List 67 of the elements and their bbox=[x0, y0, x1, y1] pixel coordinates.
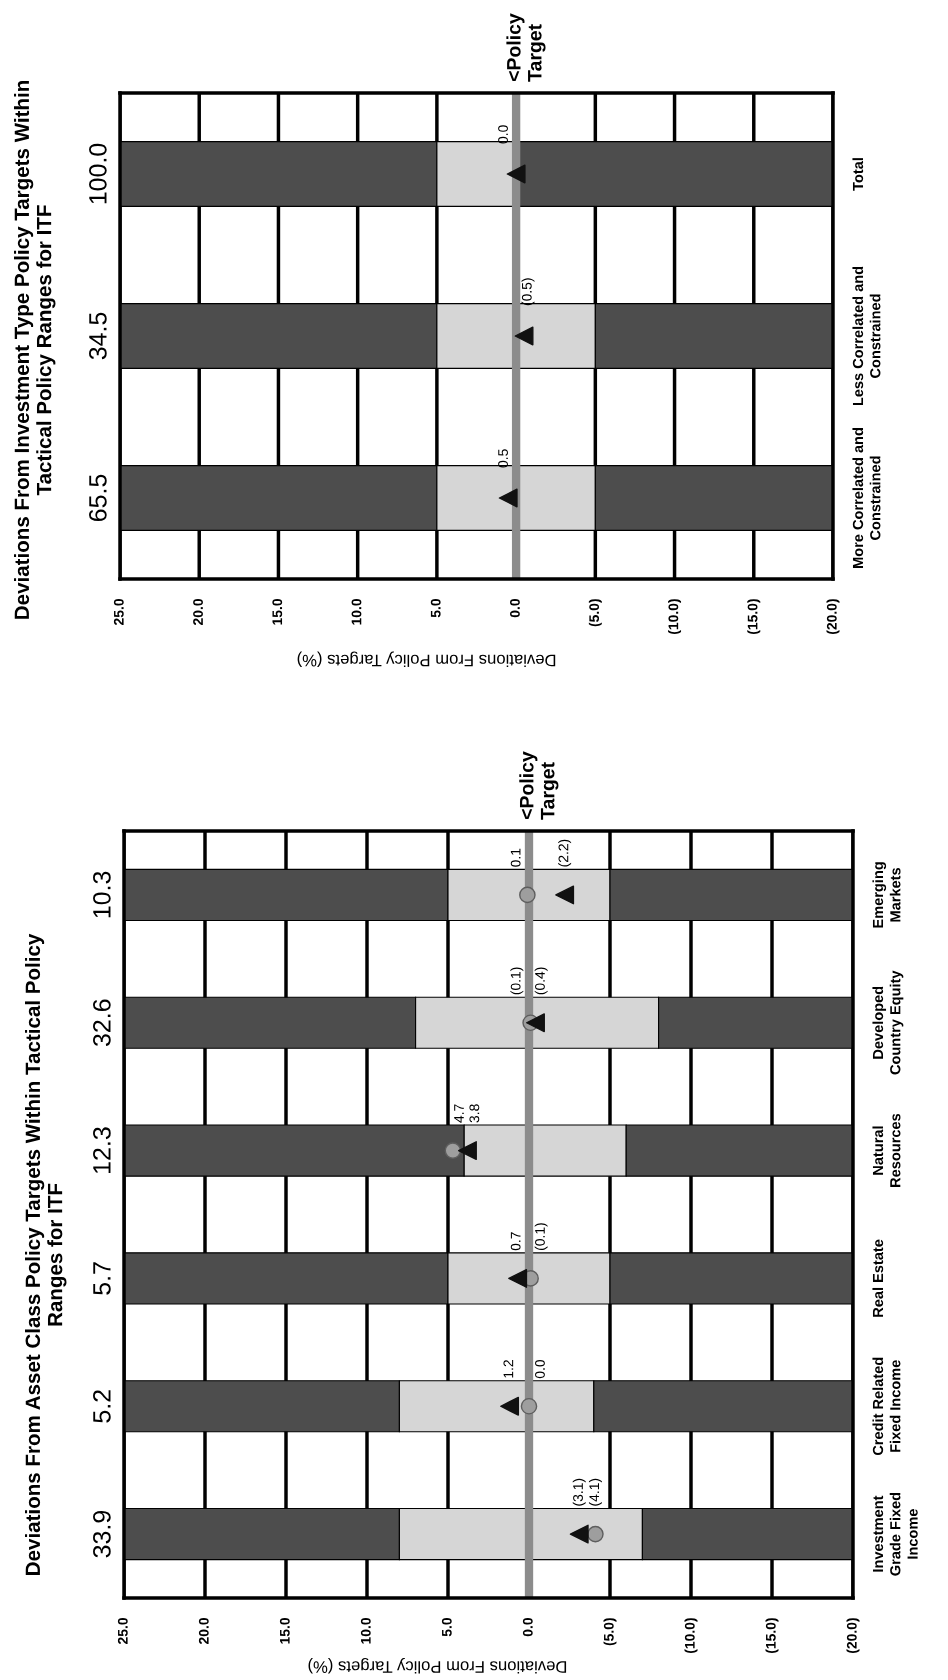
ref-line-label: <Policy Target bbox=[506, 13, 546, 82]
data-label: 0.7 bbox=[510, 1232, 521, 1251]
y-tick-label: Investment Grade Fixed Income bbox=[872, 1492, 918, 1576]
x-tick-label: (20.0) bbox=[826, 599, 840, 635]
y-tick-label: Credit Related Fixed Income bbox=[872, 1357, 901, 1456]
y-tick-label: Developed Country Equity bbox=[872, 970, 904, 1075]
x-tick-label: 20.0 bbox=[198, 1618, 209, 1644]
x-axis-title: Deviations From Policy Targets (%) bbox=[297, 651, 556, 667]
x-tick-label: 5.0 bbox=[441, 1618, 452, 1637]
x-tick-label: (10.0) bbox=[684, 1618, 698, 1654]
x-tick-label: 25.0 bbox=[117, 1618, 128, 1644]
y-tick-label: Natural Resources bbox=[872, 1113, 901, 1187]
point bbox=[569, 1524, 589, 1544]
point bbox=[555, 885, 575, 905]
text: Deviations From Investment Type Policy Targets Within Tactical Policy Ranges for ITF bbox=[14, 81, 56, 619]
text: 34.5 bbox=[89, 312, 107, 360]
x-tick-label: 10.0 bbox=[360, 1618, 371, 1644]
y-tick-label: Emerging Markets bbox=[872, 862, 901, 928]
y-tick-label: More Correlated and Constrained bbox=[852, 428, 881, 568]
point bbox=[457, 1141, 477, 1161]
x-tick-label: (5.0) bbox=[603, 1618, 617, 1646]
point bbox=[520, 1397, 538, 1415]
point bbox=[526, 1013, 545, 1033]
x-tick-label: (15.0) bbox=[747, 599, 761, 635]
data-label: (0.1) bbox=[534, 1223, 548, 1250]
x-tick-label: 10.0 bbox=[351, 599, 362, 625]
text: 5.2 bbox=[93, 1390, 111, 1423]
point bbox=[444, 1142, 462, 1159]
x-tick-label: 15.0 bbox=[272, 599, 283, 625]
data-label: (0.5) bbox=[521, 278, 535, 306]
x-tick-label: 15.0 bbox=[279, 1618, 290, 1644]
data-label: 0.1 bbox=[510, 848, 521, 867]
data-label: (4.1) bbox=[588, 1478, 602, 1506]
data-label: 4.7 bbox=[454, 1104, 464, 1123]
point bbox=[587, 1525, 604, 1543]
y-tick-label: Total bbox=[852, 158, 864, 191]
text: Deviations From Asset Class Policy Targets Within Tactical Policy Ranges for ITF bbox=[25, 933, 67, 1575]
data-label: (0.4) bbox=[534, 967, 548, 995]
data-label: 3.8 bbox=[469, 1104, 480, 1123]
x-axis-title: Deviations From Policy Targets (%) bbox=[308, 1657, 567, 1674]
text: 100.0 bbox=[89, 143, 107, 204]
x-tick-label: (5.0) bbox=[588, 599, 602, 627]
y-tick-label: Real Estate bbox=[872, 1239, 884, 1317]
text: 65.5 bbox=[89, 474, 107, 522]
ref-line-label: <Policy Target bbox=[519, 751, 559, 820]
x-tick-label: (15.0) bbox=[765, 1618, 779, 1654]
text: 12.3 bbox=[93, 1127, 111, 1173]
x-tick-label: 5.0 bbox=[430, 599, 441, 618]
text: 32.6 bbox=[93, 999, 111, 1047]
text: 5.7 bbox=[93, 1262, 111, 1295]
data-label: (0.1) bbox=[510, 967, 524, 995]
x-tick-label: (10.0) bbox=[668, 599, 682, 635]
x-tick-label: 20.0 bbox=[193, 599, 203, 625]
y-tick-label: Less Correlated and Constrained bbox=[852, 266, 881, 406]
text: 10.3 bbox=[93, 871, 111, 918]
point bbox=[508, 1268, 528, 1288]
x-tick-label: (20.0) bbox=[846, 1618, 860, 1654]
x-tick-label: 0.0 bbox=[510, 599, 520, 618]
data-label: (2.2) bbox=[558, 839, 572, 867]
data-label: 0.0 bbox=[535, 1359, 545, 1379]
text: 33.9 bbox=[93, 1510, 111, 1558]
point bbox=[500, 1396, 520, 1416]
data-label: 1.2 bbox=[503, 1360, 514, 1378]
x-tick-label: 0.0 bbox=[522, 1618, 533, 1637]
x-tick-label: 25.0 bbox=[113, 599, 124, 625]
data-label: (3.1) bbox=[572, 1478, 586, 1506]
point bbox=[519, 886, 536, 904]
